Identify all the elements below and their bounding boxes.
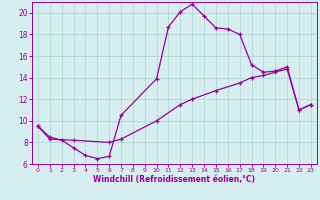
X-axis label: Windchill (Refroidissement éolien,°C): Windchill (Refroidissement éolien,°C) (93, 175, 255, 184)
